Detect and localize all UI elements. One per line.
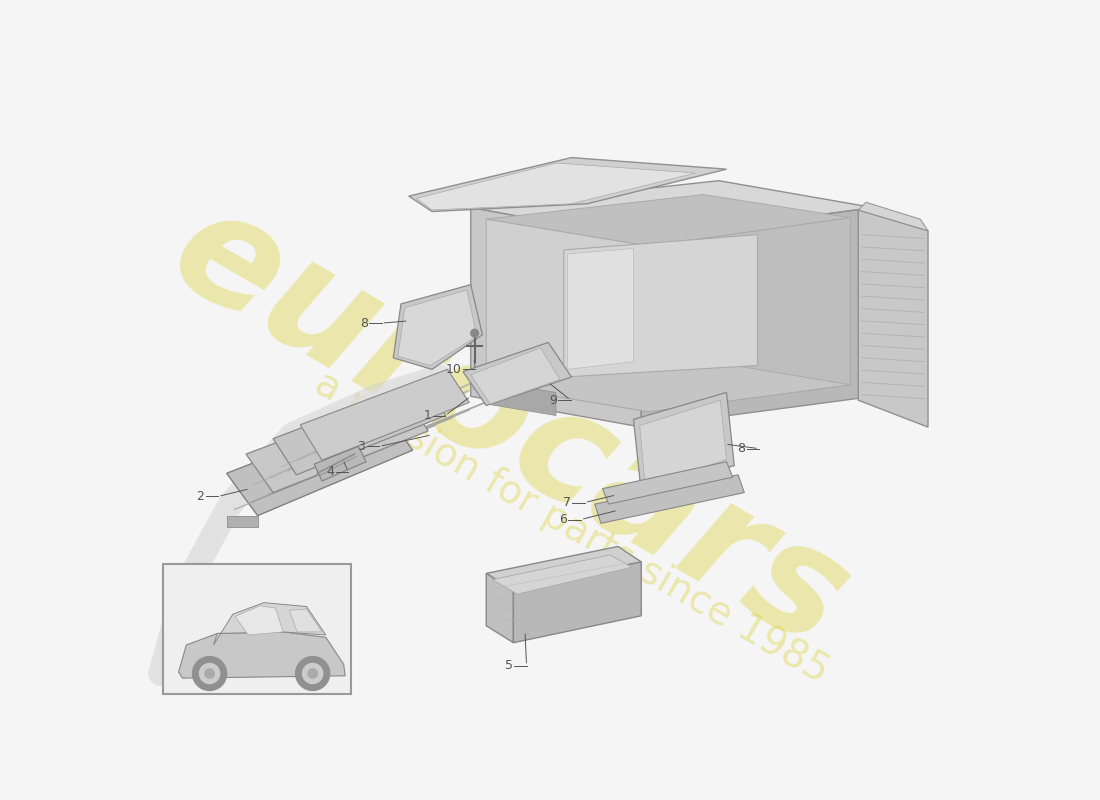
Polygon shape <box>493 555 631 594</box>
Polygon shape <box>213 602 326 645</box>
Text: 1: 1 <box>424 409 431 422</box>
Polygon shape <box>398 290 477 366</box>
Polygon shape <box>486 194 850 246</box>
Circle shape <box>296 657 330 690</box>
Polygon shape <box>486 381 556 415</box>
Text: 6: 6 <box>559 513 566 526</box>
Circle shape <box>192 657 227 690</box>
Text: 9: 9 <box>549 394 557 406</box>
Polygon shape <box>273 381 446 475</box>
Text: 8: 8 <box>360 317 367 330</box>
Text: 10: 10 <box>446 363 462 376</box>
Circle shape <box>199 663 220 683</box>
Polygon shape <box>227 516 257 527</box>
Polygon shape <box>300 370 470 460</box>
Polygon shape <box>858 202 928 230</box>
Text: eurocars: eurocars <box>146 174 872 680</box>
Text: 2: 2 <box>196 490 205 503</box>
Polygon shape <box>227 412 412 516</box>
Circle shape <box>302 663 322 683</box>
Polygon shape <box>641 208 873 427</box>
Polygon shape <box>486 574 514 642</box>
Text: 7: 7 <box>563 496 571 509</box>
Polygon shape <box>235 606 283 635</box>
Circle shape <box>205 669 214 678</box>
Polygon shape <box>471 181 873 238</box>
Text: 3: 3 <box>358 440 365 453</box>
Polygon shape <box>246 394 428 493</box>
Polygon shape <box>514 562 641 642</box>
Polygon shape <box>315 446 366 481</box>
Polygon shape <box>563 234 758 377</box>
Polygon shape <box>603 462 733 504</box>
Polygon shape <box>649 218 850 412</box>
Polygon shape <box>417 163 695 210</box>
Text: a passion for parts since 1985: a passion for parts since 1985 <box>308 364 835 690</box>
Polygon shape <box>486 546 641 590</box>
Polygon shape <box>640 400 726 486</box>
Polygon shape <box>858 210 928 427</box>
Polygon shape <box>486 358 850 412</box>
Polygon shape <box>289 609 322 632</box>
Circle shape <box>308 669 317 678</box>
Polygon shape <box>409 158 726 211</box>
Polygon shape <box>394 285 483 370</box>
Bar <box>163 564 351 694</box>
Polygon shape <box>178 632 345 678</box>
Circle shape <box>471 330 478 337</box>
Polygon shape <box>568 249 634 370</box>
Polygon shape <box>463 342 572 406</box>
Polygon shape <box>471 208 641 427</box>
Polygon shape <box>486 219 649 412</box>
Text: 4: 4 <box>327 466 334 478</box>
Polygon shape <box>471 348 560 404</box>
Text: 5: 5 <box>505 659 513 672</box>
Polygon shape <box>634 393 735 493</box>
Text: 8: 8 <box>737 442 745 455</box>
Polygon shape <box>595 475 745 523</box>
